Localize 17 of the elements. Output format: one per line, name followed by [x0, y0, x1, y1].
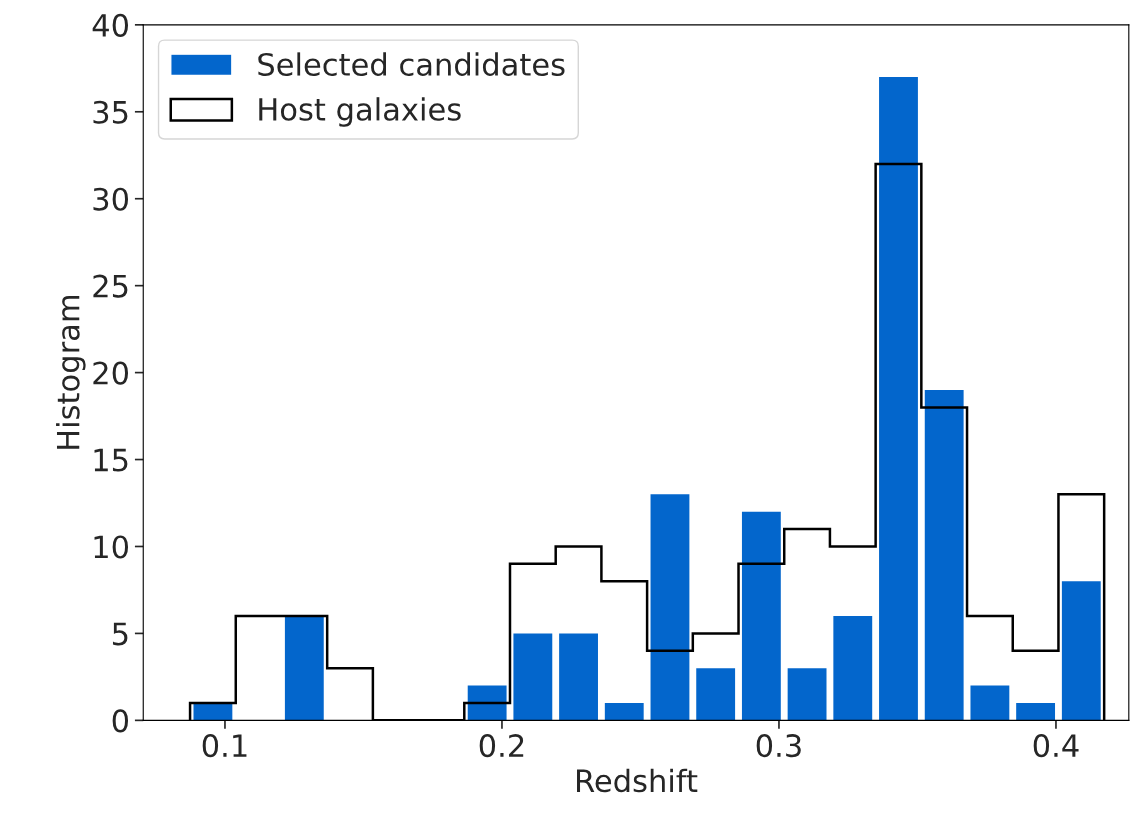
- legend-label: Selected candidates: [258, 52, 565, 76]
- x-tick-label: 0.2: [479, 734, 524, 758]
- legend-label: Host galaxies: [259, 97, 461, 127]
- x-tick-label: 0.1: [202, 734, 247, 758]
- y-tick-label: 40: [92, 13, 129, 37]
- y-tick-label: 30: [93, 187, 129, 211]
- y-tick-label: 10: [94, 535, 129, 559]
- y-tick-label: 15: [94, 448, 128, 472]
- y-tick-label: 20: [93, 361, 129, 385]
- y-tick-label: 35: [93, 100, 128, 124]
- y-tick-label: 25: [93, 274, 128, 298]
- y-tick-label: 0: [112, 709, 129, 733]
- y-axis-title: Histogram: [56, 295, 86, 449]
- x-tick-label: 0.4: [1033, 734, 1079, 758]
- x-axis-title: Redshift: [577, 768, 698, 793]
- x-tick-label: 0.3: [756, 734, 801, 758]
- y-tick-label: 5: [112, 622, 128, 646]
